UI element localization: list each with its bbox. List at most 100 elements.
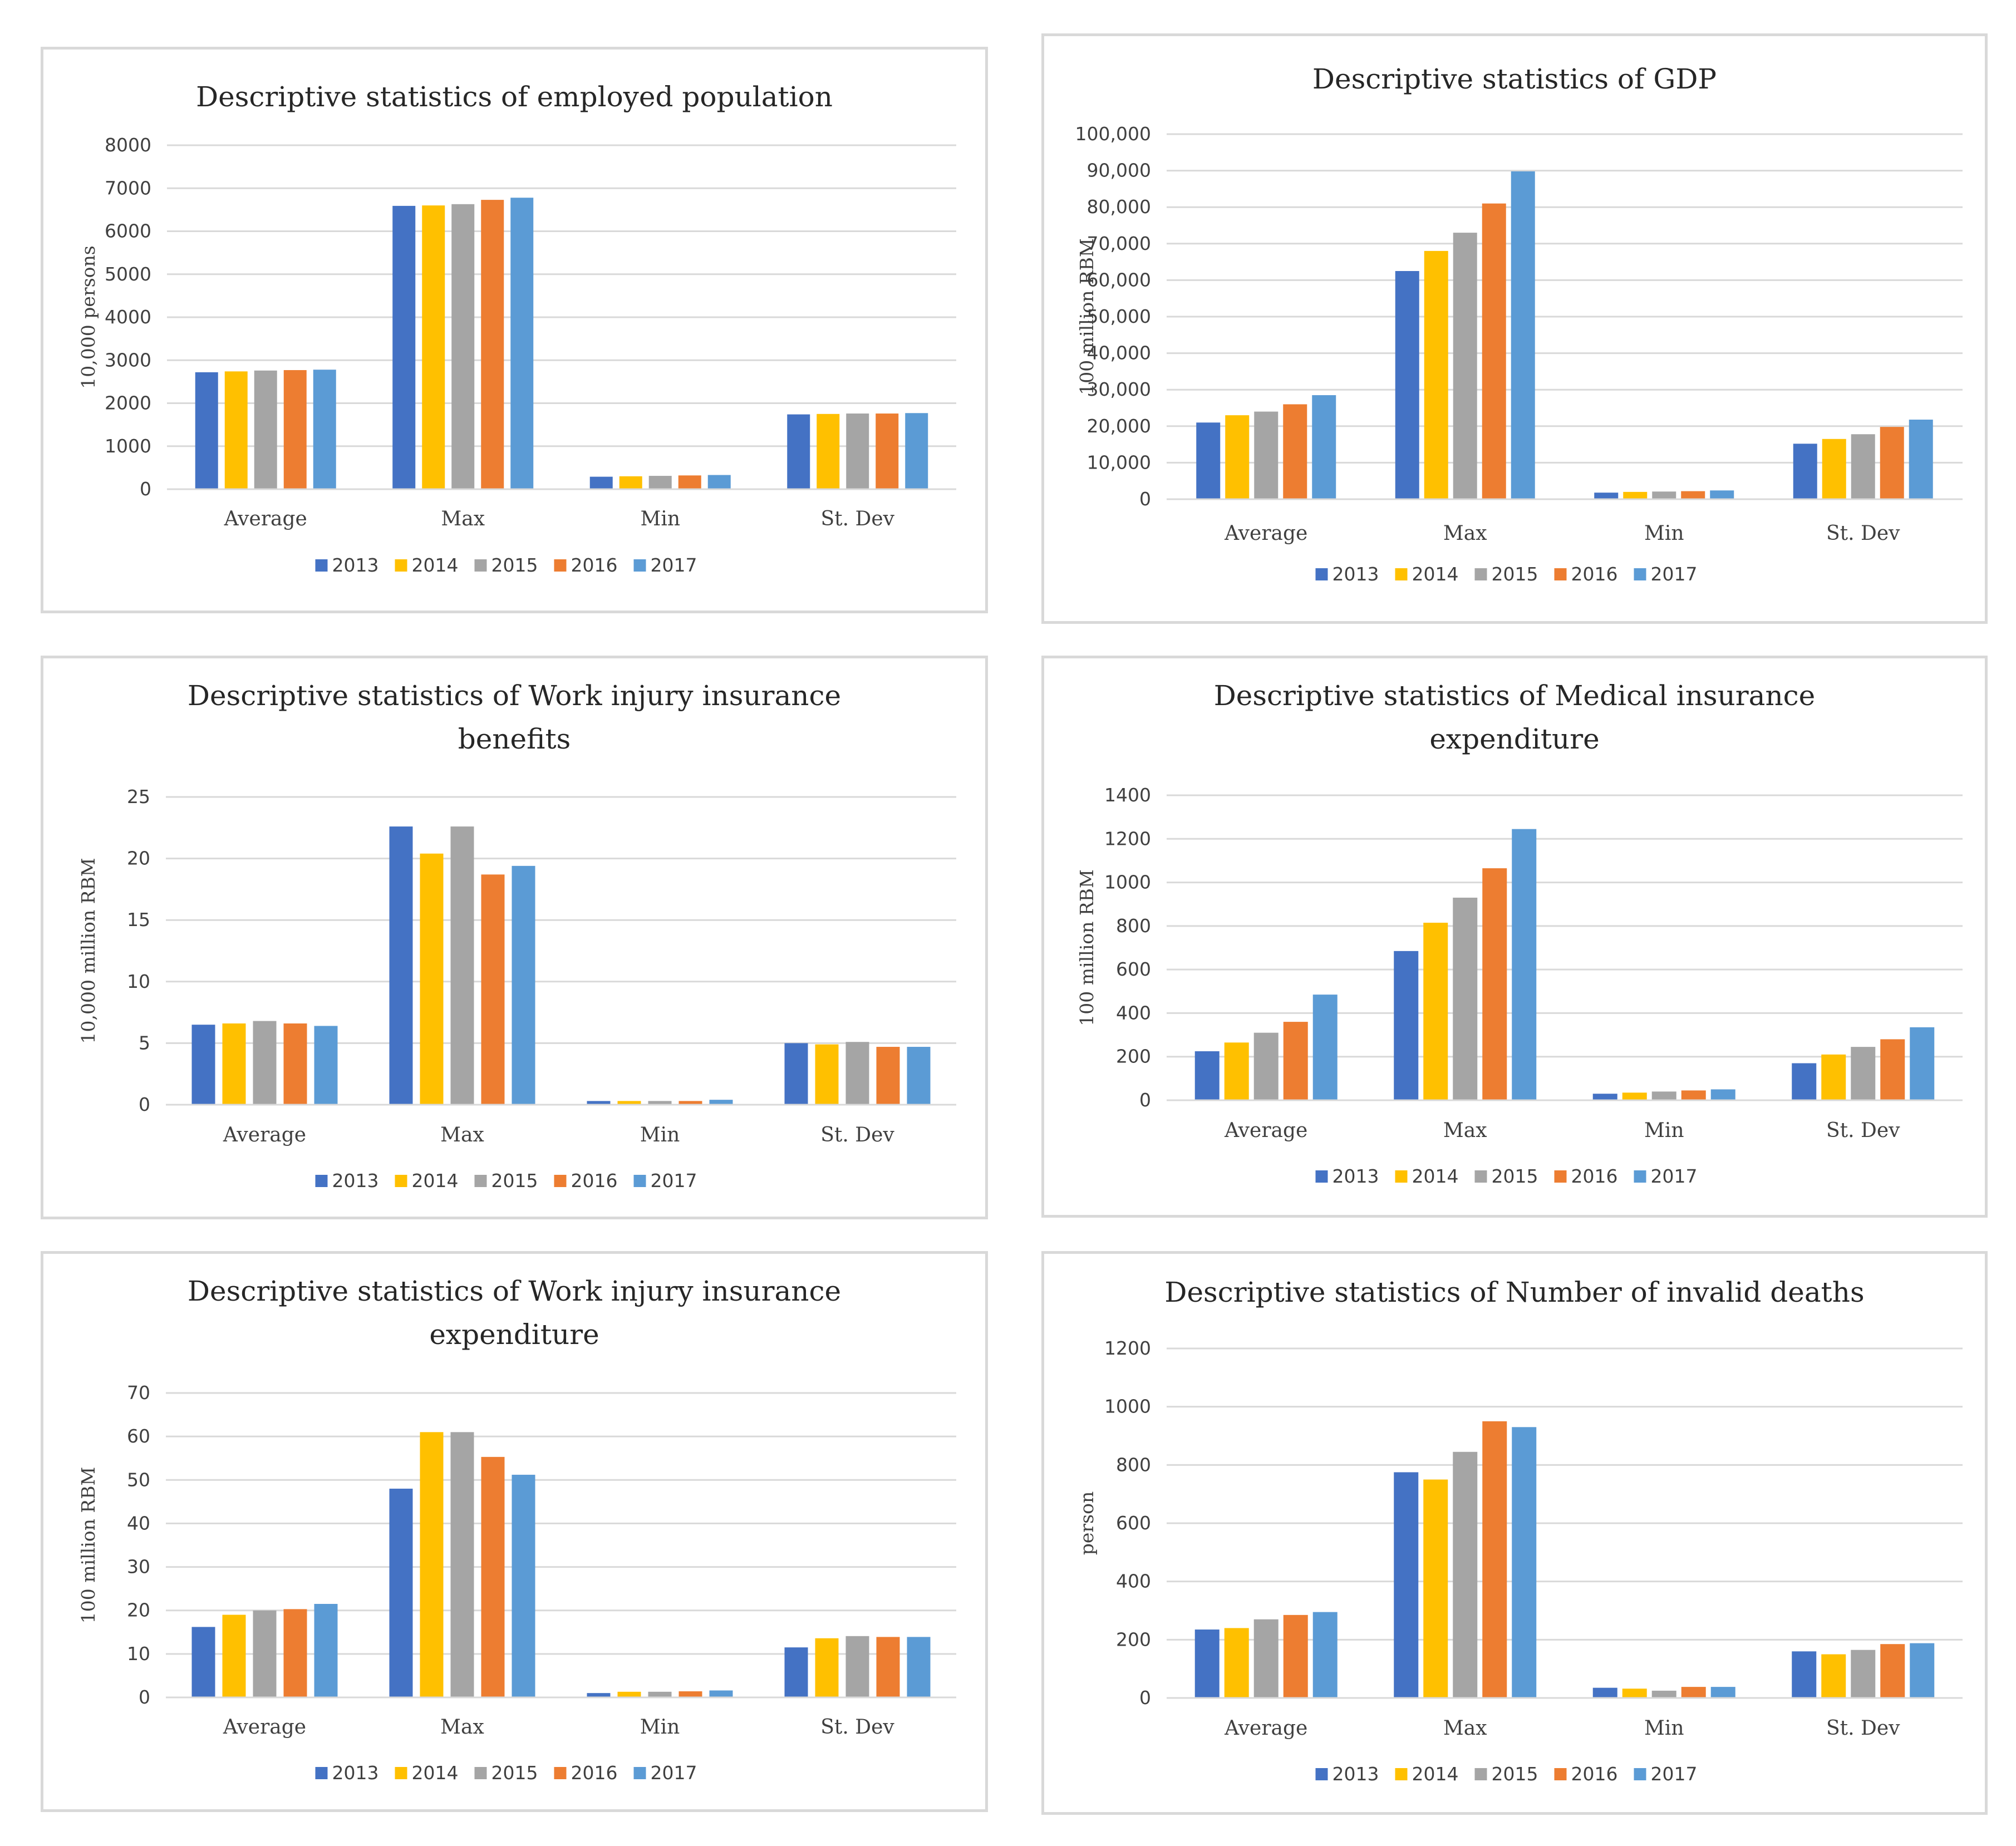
bar-st-dev-2017	[1910, 1027, 1935, 1100]
chart-panel-work-injury-expenditure: Descriptive statistics of Work injury in…	[41, 1251, 988, 1812]
bar-max-2017	[510, 198, 534, 489]
chart-title: Descriptive statistics of employed popul…	[43, 75, 985, 119]
legend-swatch-2016	[554, 1767, 567, 1779]
bar-max-2014	[1423, 922, 1448, 1100]
bar-max-2016	[1482, 868, 1507, 1100]
bar-average-2016	[1283, 404, 1307, 499]
bar-min-2013	[1592, 1687, 1617, 1698]
x-tick-label: Average	[1224, 522, 1307, 545]
y-tick-label: 50,000	[1087, 306, 1151, 327]
y-tick-label: 0	[139, 1686, 150, 1708]
bar-average-2015	[1254, 411, 1279, 499]
bar-average-2017	[314, 1026, 338, 1105]
y-tick-label: 400	[1116, 1002, 1151, 1023]
bar-average-2014	[222, 1614, 246, 1697]
bar-max-2016	[481, 200, 504, 489]
chart-svg: 0 10,000 20,000 30,000 40,000 50,000 60,000 70,…	[1075, 123, 1963, 585]
bar-st-dev-2015	[845, 1042, 869, 1105]
legend-swatch-2015	[1474, 1768, 1487, 1780]
bar-min-2016	[678, 475, 701, 489]
bar-max-2016	[1482, 1421, 1507, 1698]
bar-max-2013	[1394, 1472, 1419, 1698]
legend-swatch-2017	[1634, 1768, 1646, 1780]
bar-average-2016	[1283, 1614, 1308, 1698]
bar-min-2013	[1592, 1094, 1617, 1100]
bar-average-2017	[1312, 1612, 1338, 1698]
chart-title-line: Descriptive statistics of Work injury in…	[187, 1275, 842, 1307]
bar-max-2015	[450, 826, 474, 1105]
x-tick-label: Average	[223, 1716, 306, 1739]
y-tick-label: 70	[127, 1382, 150, 1404]
bar-average-2015	[253, 1610, 277, 1697]
y-tick-label: 1000	[105, 435, 151, 457]
bar-st-dev-2014	[815, 1044, 839, 1105]
bar-average-2017	[1312, 995, 1338, 1100]
y-tick-label: 600	[1116, 958, 1151, 980]
bar-min-2015	[1651, 1690, 1676, 1698]
chart-title: Descriptive statistics of Medical insura…	[1044, 674, 1985, 761]
bar-average-2013	[1194, 1630, 1220, 1698]
chart-title: Descriptive statistics of Work injury in…	[43, 1269, 985, 1356]
y-tick-label: 0	[1139, 1687, 1151, 1709]
x-tick-label: Min	[640, 1124, 680, 1146]
x-tick-label: Max	[1443, 522, 1487, 545]
legend-swatch-2013	[1315, 1768, 1328, 1780]
bar-average-2013	[195, 372, 218, 489]
legend-swatch-2014	[1395, 1768, 1408, 1780]
bar-min-2014	[617, 1691, 641, 1697]
legend-swatch-2017	[633, 1767, 646, 1779]
x-tick-label: Max	[440, 1716, 484, 1739]
y-tick-label: 15	[127, 909, 150, 931]
legend-label-2013: 2013	[332, 1170, 379, 1192]
bar-average-2013	[1194, 1051, 1220, 1100]
bar-min-2017	[707, 475, 731, 489]
y-tick-label: 60,000	[1087, 269, 1151, 291]
legend-swatch-2016	[1554, 1768, 1567, 1780]
bar-min-2017	[709, 1100, 733, 1105]
legend-swatch-2017	[1634, 1170, 1646, 1183]
chart-title-line: Descriptive statistics of Medical insura…	[1213, 680, 1816, 712]
y-tick-label: 25	[127, 786, 150, 808]
bar-max-2015	[1453, 897, 1478, 1100]
chart-title: Descriptive statistics of GDP	[1044, 57, 1985, 101]
bar-min-2014	[1623, 491, 1648, 499]
bar-average-2015	[1253, 1032, 1279, 1100]
legend-label-2015: 2015	[1492, 1763, 1538, 1785]
bar-min-2013	[589, 476, 613, 489]
chart-title-line: Descriptive statistics of employed popul…	[196, 81, 833, 113]
chart-title-line: Descriptive statistics of GDP	[1312, 63, 1717, 95]
x-tick-label: Min	[640, 1716, 680, 1739]
bar-st-dev-2015	[845, 1636, 869, 1697]
chart-panel-work-injury-benefits: Descriptive statistics of Work injury in…	[41, 656, 988, 1219]
legend-swatch-2017	[1634, 568, 1646, 580]
y-tick-label: 70,000	[1087, 233, 1151, 254]
bar-min-2016	[678, 1691, 702, 1697]
x-tick-label: Average	[223, 1124, 306, 1146]
y-tick-label: 3000	[105, 349, 151, 371]
x-tick-label: Min	[1644, 1119, 1684, 1142]
bar-max-2014	[420, 1432, 444, 1697]
bar-max-2017	[512, 865, 535, 1105]
y-tick-label: 90,000	[1087, 160, 1151, 181]
bar-max-2013	[392, 205, 416, 489]
bar-st-dev-2015	[1851, 1650, 1876, 1698]
y-axis-title: person	[1076, 1491, 1098, 1555]
y-tick-label: 40	[127, 1512, 150, 1534]
legend-label-2017: 2017	[1651, 1165, 1698, 1187]
legend-swatch-2014	[395, 559, 407, 572]
bar-max-2015	[450, 1432, 474, 1697]
y-tick-label: 400	[1116, 1571, 1151, 1592]
bar-st-dev-2013	[1793, 444, 1817, 499]
bar-min-2014	[1622, 1092, 1647, 1100]
y-tick-label: 1000	[1104, 1396, 1151, 1417]
y-tick-label: 20,000	[1087, 415, 1151, 437]
bar-st-dev-2015	[1851, 1047, 1876, 1100]
bar-min-2015	[1651, 1091, 1676, 1100]
y-axis-title: 100 million RBM	[1076, 238, 1098, 395]
y-tick-label: 30	[127, 1556, 150, 1578]
chart-svg: 0 200 400 600 800 1000 1200 person Average Max Min…	[1076, 1337, 1963, 1785]
chart-title: Descriptive statistics of Work injury in…	[43, 674, 985, 761]
bar-average-2017	[313, 370, 336, 489]
y-tick-label: 0	[1139, 488, 1151, 510]
bar-average-2014	[1225, 415, 1250, 499]
